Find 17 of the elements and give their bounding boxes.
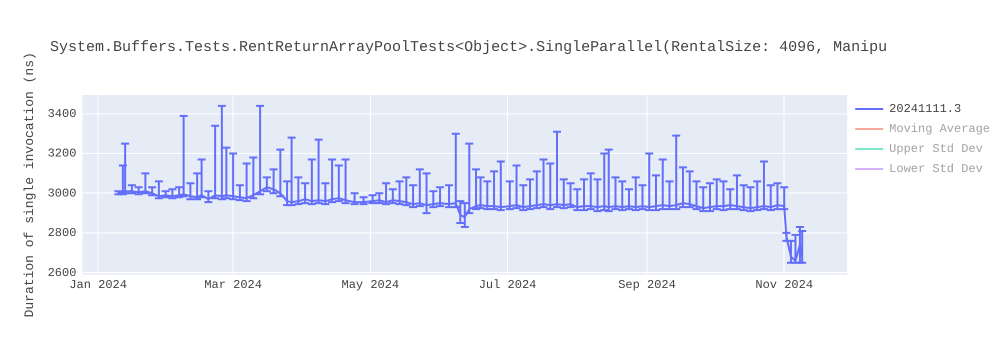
y-axis-title: Duration of single invocation (ns)	[22, 52, 38, 318]
legend-label: 20241111.3	[889, 102, 962, 116]
y-tick-label: 3000	[48, 186, 76, 200]
x-tick-label: Mar 2024	[204, 278, 262, 292]
y-tick-label: 3400	[48, 107, 76, 122]
x-tick-label: May 2024	[342, 278, 400, 292]
y-tick-label: 3200	[48, 146, 76, 161]
y-tick-label: 2600	[48, 266, 76, 280]
legend-label: Lower Std Dev	[889, 162, 983, 176]
chart-title: System.Buffers.Tests.RentReturnArrayPoolTests<Object>.SingleParallel(RentalSize: 4096, Manipu	[50, 38, 888, 56]
x-tick-label: Nov 2024	[755, 278, 814, 292]
legend-label: Moving Average	[889, 122, 990, 136]
legend-label: Upper Std Dev	[889, 142, 983, 156]
x-tick-label: Jan 2024	[69, 278, 127, 292]
y-tick-label: 2800	[48, 226, 76, 240]
x-tick-label: Jul 2024	[478, 278, 536, 292]
x-tick-label: Sep 2024	[618, 278, 676, 292]
